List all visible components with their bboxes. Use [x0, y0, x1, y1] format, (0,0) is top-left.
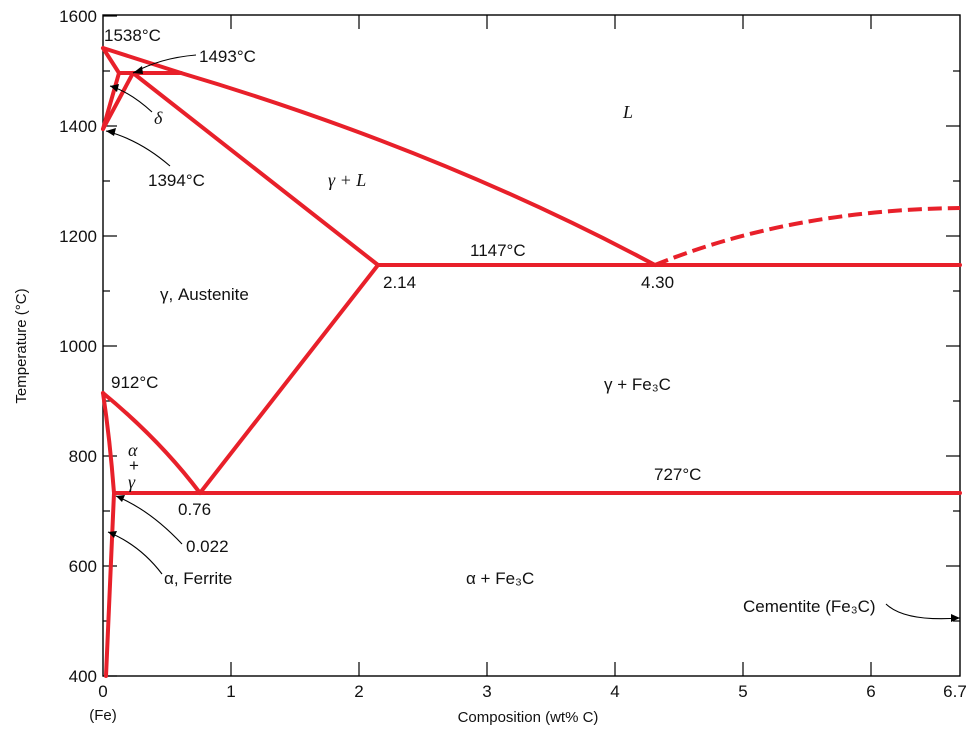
x-tick-labels: 0 1 2 3 4 5 6 6.7 (Fe) [89, 682, 967, 724]
y-tick-label: 600 [69, 557, 97, 576]
y-tick-label: 1600 [59, 7, 97, 26]
label-076: 0.76 [178, 500, 211, 519]
liquidus-line [179, 71, 657, 267]
x-tick-label: 2 [354, 682, 363, 701]
x-tick-label: 5 [738, 682, 747, 701]
y-tick-label: 400 [69, 667, 97, 686]
label-alpha-gamma-g: γ [128, 472, 136, 492]
x-tick-label: 6 [866, 682, 875, 701]
label-1394: 1394°C [148, 171, 205, 190]
y-tick-label: 1000 [59, 337, 97, 356]
acm-line [198, 263, 380, 495]
y-ticks-right [946, 70, 960, 622]
label-912: 912°C [111, 373, 158, 392]
y-axis-title: Temperature (°C) [13, 288, 30, 403]
y-ticks [103, 15, 117, 677]
label-430: 4.30 [641, 273, 674, 292]
y-tick-labels: 400 600 800 1000 1200 1400 1600 [59, 7, 97, 686]
x-tick-label: 3 [482, 682, 491, 701]
liquidus-delta-line [101, 46, 183, 75]
cementite-liquidus-dashed [654, 206, 961, 267]
y-tick-label: 1200 [59, 227, 97, 246]
arrow-1394 [105, 130, 171, 167]
delta-solidus-line [101, 46, 121, 75]
ferrite-solvus-line [104, 491, 116, 678]
label-alpha-fe3c: α + Fe₃C [466, 569, 534, 588]
label-cementite: Cementite (Fe₃C) [743, 597, 876, 616]
x-tick-label: 1 [226, 682, 235, 701]
x-tick-label: 6.7 [943, 682, 967, 701]
label-austenite: γ, Austenite [160, 285, 249, 304]
diagram-labels: 1538°C 1493°C δ 1394°C L γ + L 1147°C 2.… [104, 26, 876, 616]
label-delta: δ [154, 108, 163, 128]
label-L: L [622, 102, 633, 122]
delta-solvus-line [101, 71, 121, 131]
label-0022: 0.022 [186, 537, 229, 556]
phase-boundaries [101, 46, 962, 678]
label-1538: 1538°C [104, 26, 161, 45]
a3-line [101, 391, 202, 495]
label-gamma-fe3c: γ + Fe₃C [604, 375, 671, 394]
arrow-cementite [885, 603, 961, 620]
arrow-ferrite [107, 531, 163, 575]
alpha-gamma-line [101, 391, 116, 495]
label-alpha-gamma-a: α [128, 440, 138, 460]
x-ticks [230, 15, 872, 676]
x-tick-label: 0 [98, 682, 107, 701]
label-ferrite: α, Ferrite [164, 569, 232, 588]
label-1147: 1147°C [470, 241, 526, 260]
gamma-solidus-line [131, 71, 380, 267]
y-tick-label: 800 [69, 447, 97, 466]
annotation-arrows [105, 54, 961, 622]
y-tick-label: 1400 [59, 117, 97, 136]
label-gamma-L: γ + L [328, 170, 366, 190]
label-1493: 1493°C [199, 47, 256, 66]
label-214: 2.14 [383, 273, 416, 292]
label-727: 727°C [654, 465, 701, 484]
arrow-0022 [115, 495, 183, 545]
x-sub-label: (Fe) [89, 707, 117, 724]
gamma-delta-line [101, 71, 135, 131]
x-axis-title: Composition (wt% C) [458, 709, 599, 726]
x-tick-label: 4 [610, 682, 619, 701]
label-alpha-gamma-plus: + [129, 456, 139, 475]
